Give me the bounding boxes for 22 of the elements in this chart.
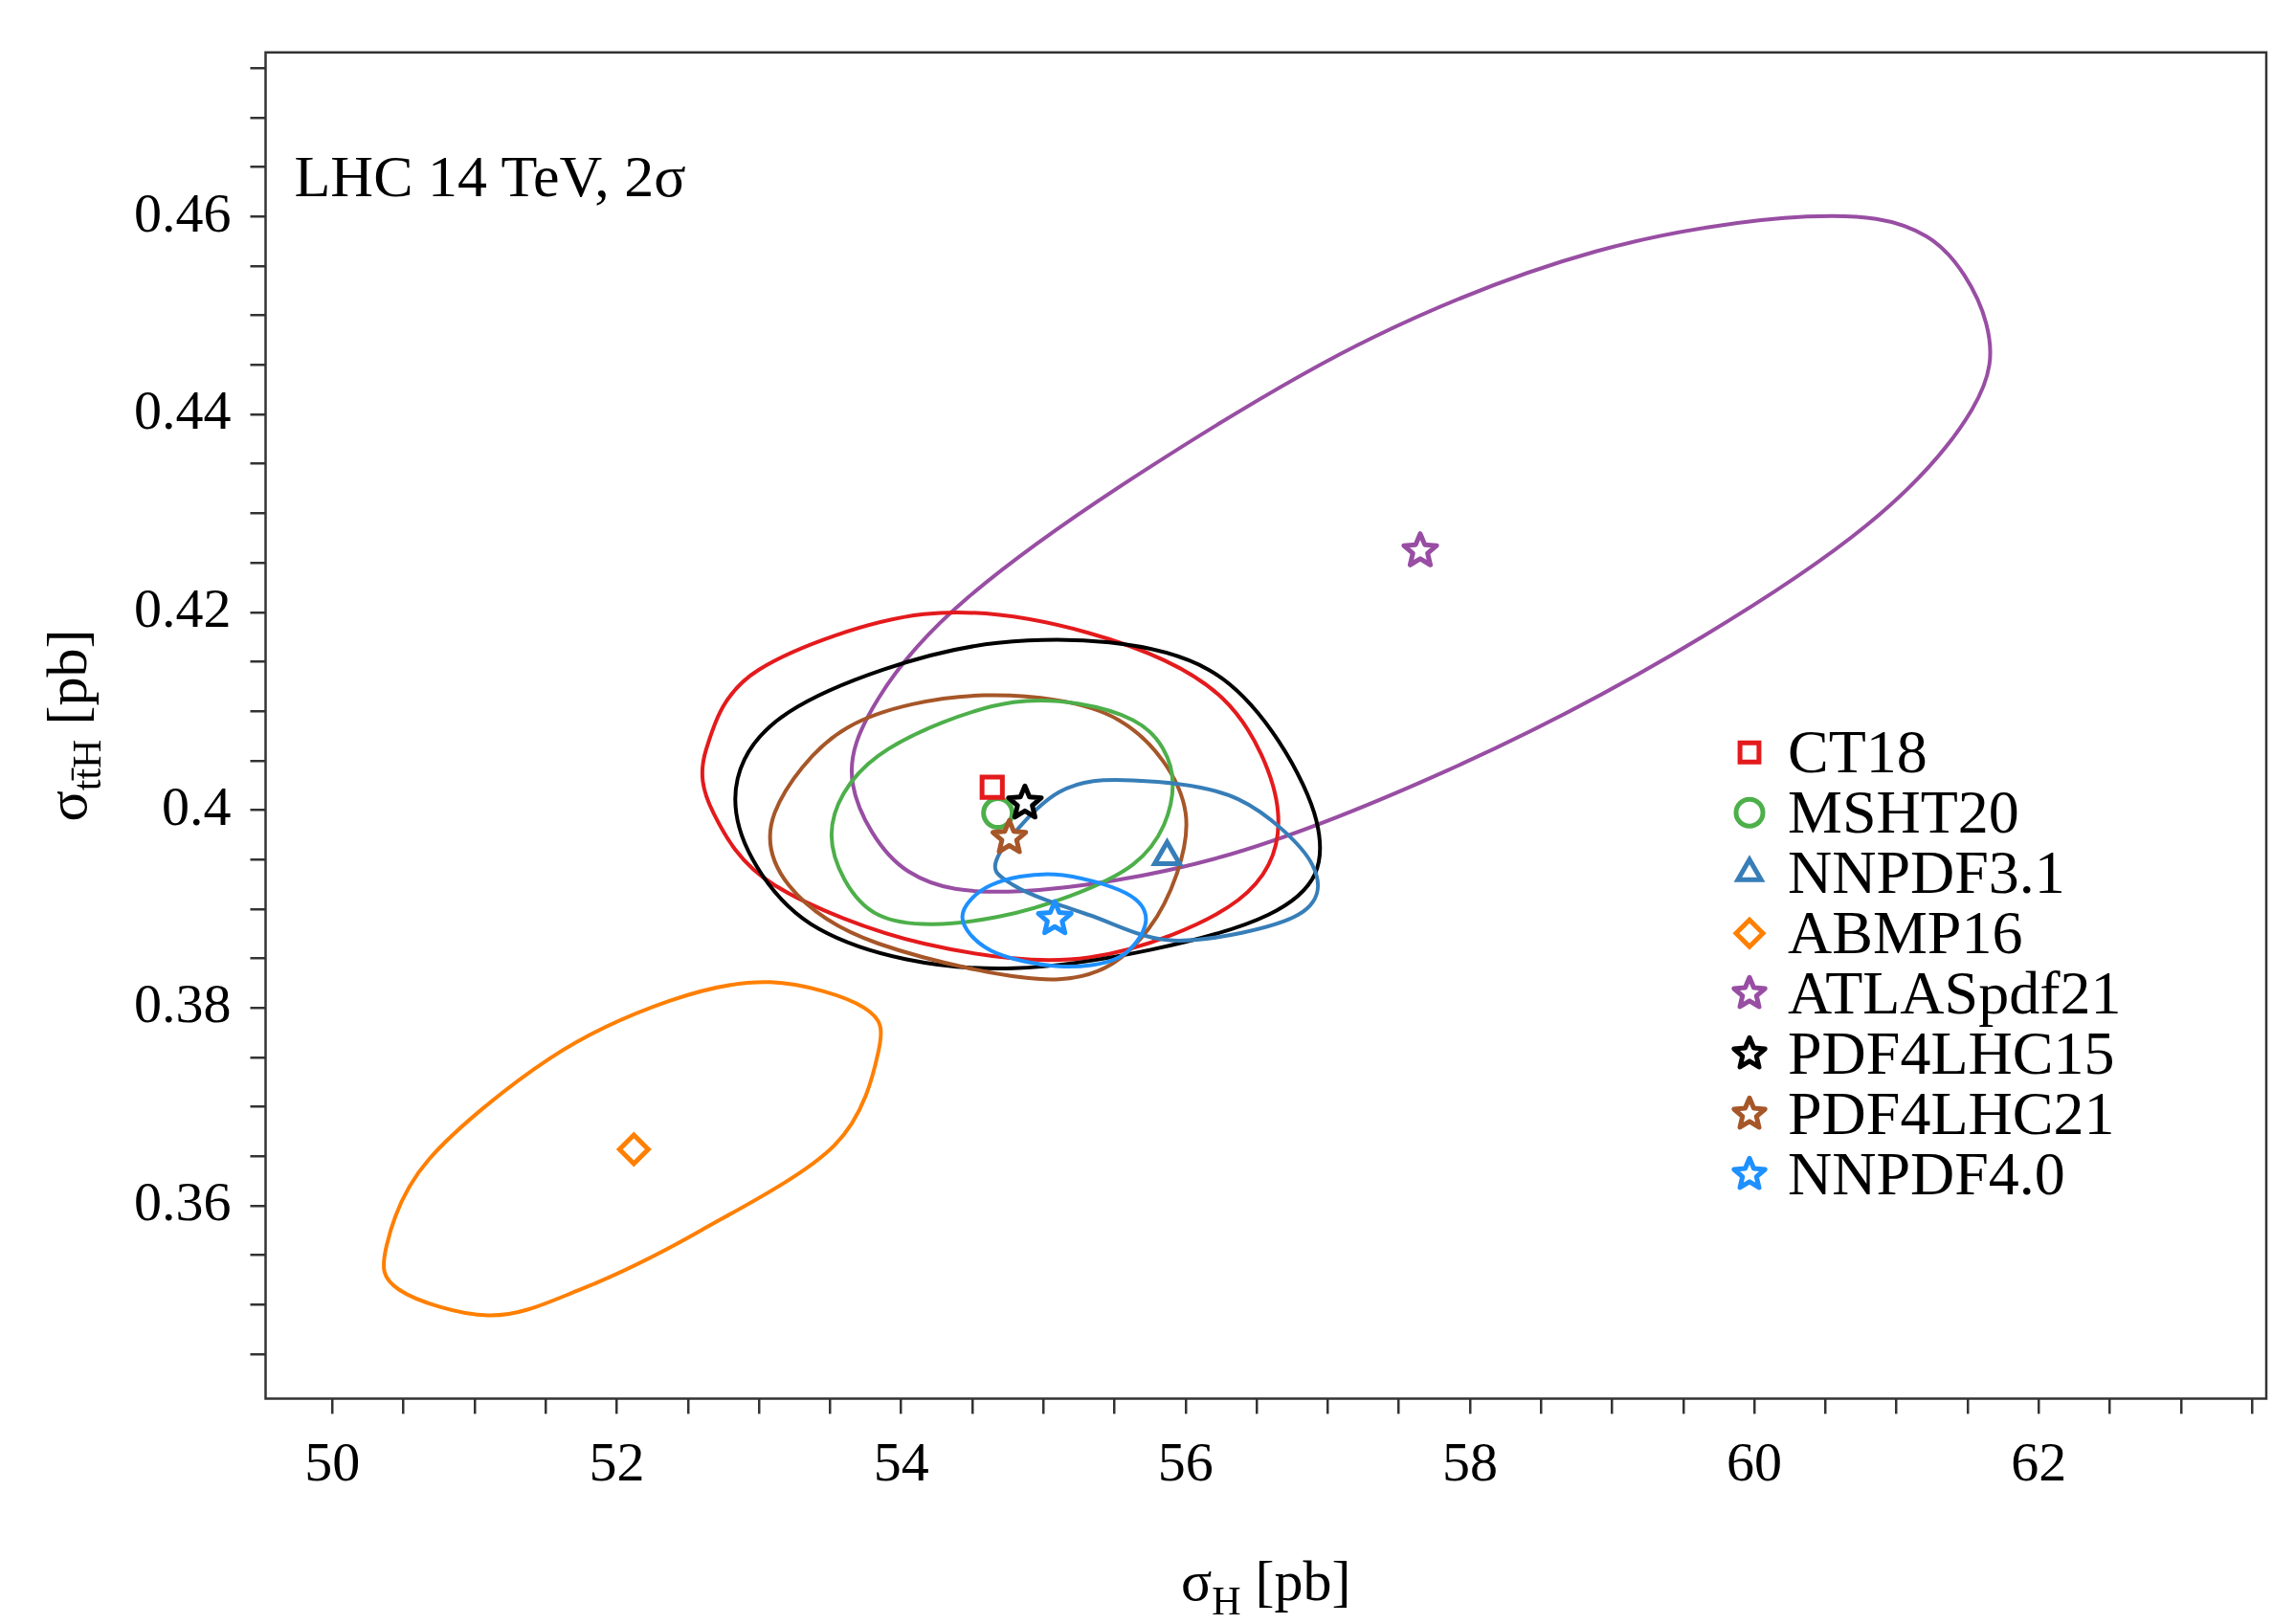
annotation: LHC 14 TeV, 2σ [294,143,686,209]
point [1006,783,1044,820]
point [990,817,1029,855]
x-tick-label: 52 [589,1431,645,1494]
point [1401,531,1439,567]
point [981,796,1015,831]
x-tick-label: 62 [2011,1431,2067,1494]
x-tick-label: 56 [1157,1431,1214,1494]
x-tick-label: 60 [1727,1431,1783,1494]
y-axis-title: σtt̄H [pb] [35,629,109,822]
y-tick-label: 0.42 [134,577,232,639]
y-tick-label: 0.44 [134,379,232,442]
y-tick-label: 0.36 [134,1170,232,1234]
y-tick-label: 0.4 [162,774,232,837]
x-tick-label: 50 [304,1431,361,1494]
x-tick-label: 58 [1441,1431,1498,1494]
point [979,774,1005,800]
x-tick-label: 54 [873,1431,929,1494]
point [616,1132,651,1167]
y-tick-label: 0.38 [134,972,232,1035]
point [1036,899,1074,936]
y-tick-label: 0.46 [134,181,232,244]
